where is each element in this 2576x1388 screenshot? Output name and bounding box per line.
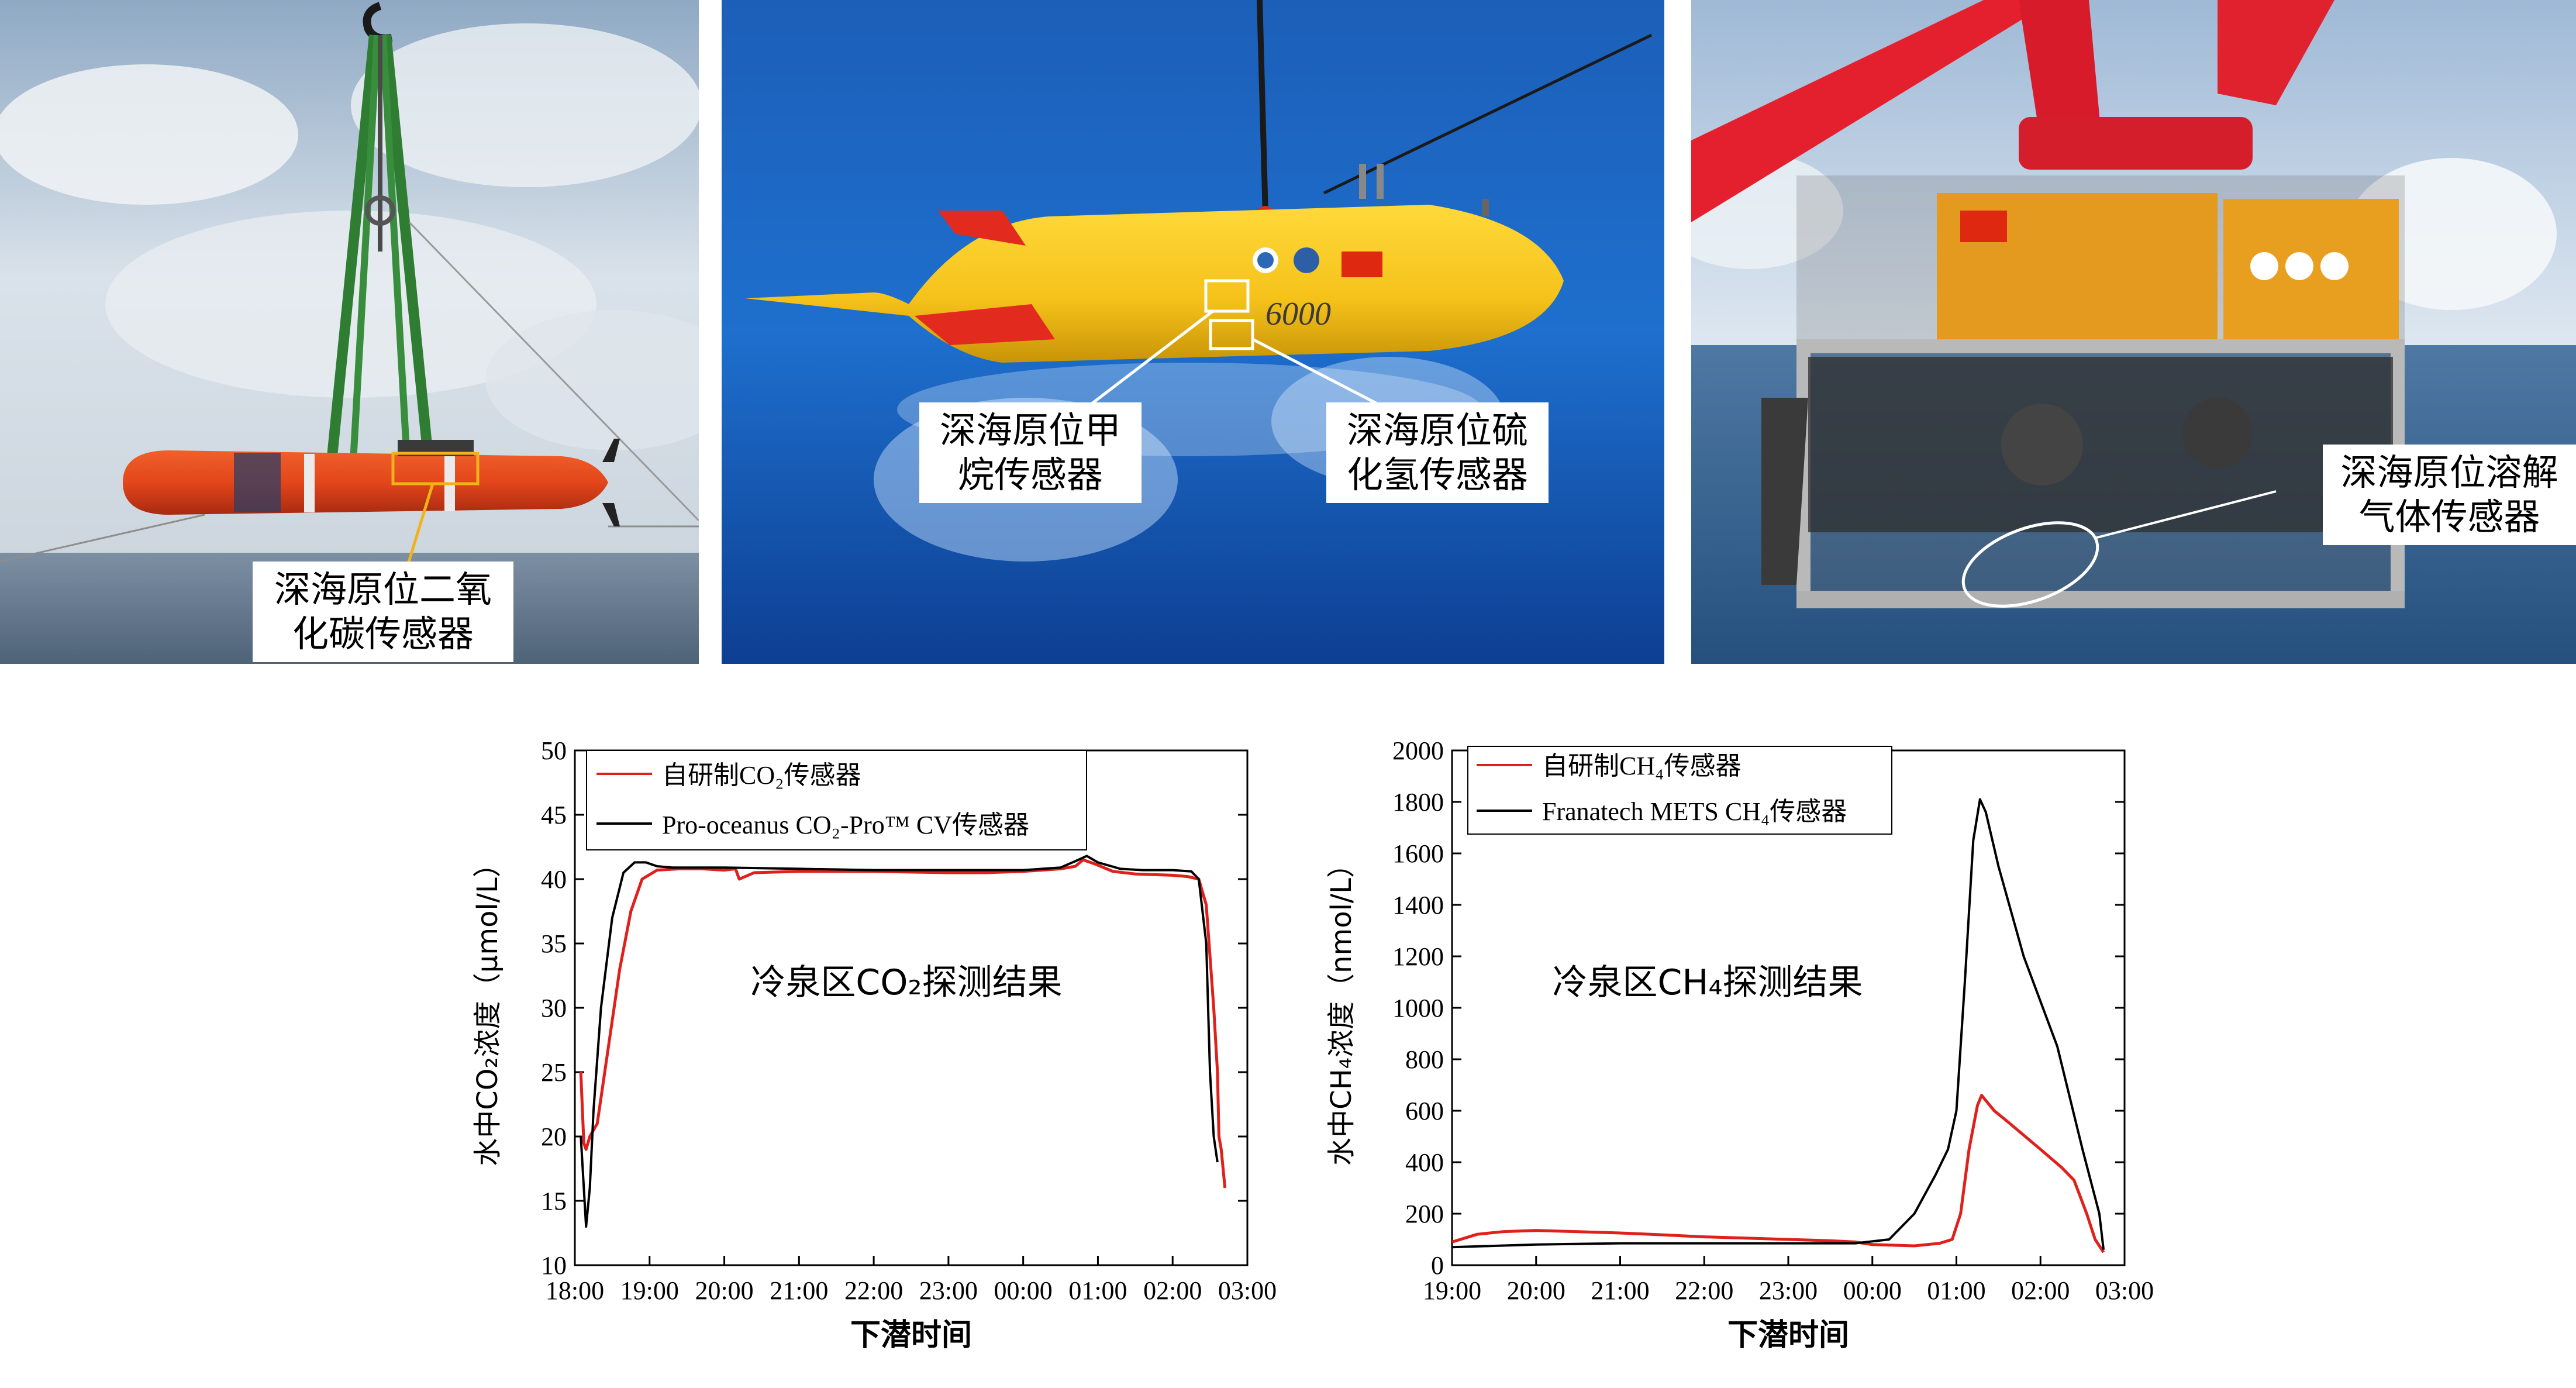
- x-axis-label: 下潜时间: [1727, 1318, 1849, 1353]
- y-tick-label: 10: [541, 1251, 567, 1280]
- x-tick-label: 03:00: [2095, 1276, 2154, 1305]
- co2-sensor-label: 深海原位二氧 化碳传感器: [253, 562, 513, 662]
- ch4-sensor-label: 深海原位甲 烷传感器: [919, 402, 1142, 503]
- x-tick-label: 22:00: [844, 1276, 903, 1305]
- x-tick-label: 23:00: [1759, 1276, 1818, 1305]
- x-tick-label: 01:00: [1927, 1276, 1985, 1305]
- ch4-chart-svg: 0 200 400 600 800 1000 1200 1400 1600 1800 2000 19:…: [1327, 736, 2154, 1353]
- series-line-1: [580, 855, 1219, 1228]
- auv-lift-photo: 深海原位二氧 化碳传感器: [0, 0, 699, 664]
- legend: 自研制CO₂传感器 Pro-oceanus CO₂-Pro™ CV传感器: [586, 750, 1087, 850]
- y-tick-label: 45: [541, 801, 567, 829]
- legend-label-0: 自研制CO₂传感器: [662, 761, 861, 790]
- series-line-0: [1451, 1094, 2105, 1253]
- legend-label-0: 自研制CH₄传感器: [1542, 752, 1741, 780]
- y-tick-label: 35: [541, 929, 567, 958]
- x-tick-label: 00:00: [994, 1276, 1053, 1305]
- chart-annotation: 冷泉区CO₂探测结果: [750, 962, 1062, 1003]
- y-tick-label: 25: [541, 1058, 567, 1087]
- hull-number-text: 6000: [1265, 296, 1331, 332]
- y-tick-label: 2000: [1392, 736, 1444, 765]
- y-tick-label: 30: [541, 994, 567, 1022]
- y-tick-label: 0: [1431, 1251, 1444, 1280]
- y-axis-label: 水中CH₄浓度（nmol/L）: [1327, 850, 1358, 1166]
- y-tick-label: 600: [1405, 1097, 1444, 1125]
- x-tick-label: 02:00: [1143, 1276, 1202, 1305]
- x-axis-label: 下潜时间: [850, 1318, 972, 1353]
- h2s-sensor-label: 深海原位硫 化氢传感器: [1326, 402, 1549, 503]
- y-tick-label: 15: [541, 1187, 567, 1215]
- co2-chart-svg: 10 15 20 25 30 35 40 45 50 18:00 19:00 20:00 21:00 22…: [471, 736, 1277, 1353]
- y-tick-label: 400: [1405, 1148, 1444, 1177]
- x-tick-label: 21:00: [770, 1276, 828, 1305]
- legend-box: [1467, 746, 1892, 835]
- rov-illustration: [1691, 0, 2576, 664]
- series-line-1: [1451, 798, 2105, 1250]
- y-tick-label: 1400: [1392, 891, 1444, 919]
- y-tick-label: 200: [1405, 1200, 1444, 1228]
- series-line-0: [579, 858, 1227, 1189]
- auv-yellow-illustration: 6000: [722, 0, 1664, 664]
- x-tick-label: 23:00: [919, 1276, 978, 1305]
- x-tick-label: 00:00: [1843, 1276, 1902, 1305]
- x-tick-label: 03:00: [1218, 1276, 1277, 1305]
- y-tick-label: 1600: [1392, 839, 1444, 868]
- legend-label-1: Pro-oceanus CO₂-Pro™ CV传感器: [662, 811, 1029, 839]
- auv-ocean-photo: 6000 深海原位甲 烷传感器 深海原位硫 化氢传感器: [722, 0, 1664, 664]
- legend: 自研制CH₄传感器 Franatech METS CH₄传感器: [1467, 746, 1892, 835]
- x-tick-label: 19:00: [1423, 1276, 1481, 1305]
- y-axis-label: 水中CO₂浓度（μmol/L）: [471, 849, 504, 1166]
- chart-annotation: 冷泉区CH₄探测结果: [1552, 962, 1863, 1003]
- rov-photo: 深海原位溶解 气体传感器: [1691, 0, 2576, 664]
- y-tick-label: 1000: [1392, 994, 1444, 1022]
- x-tick-label: 19:00: [620, 1276, 679, 1305]
- y-tick-label: 1200: [1392, 942, 1444, 971]
- dissolved-gas-sensor-label: 深海原位溶解 气体传感器: [2323, 445, 2576, 545]
- y-tick-label: 800: [1405, 1045, 1444, 1074]
- x-tick-label: 02:00: [2011, 1276, 2070, 1305]
- legend-label-1: Franatech METS CH₄传感器: [1542, 797, 1847, 826]
- ch4-chart: 0 200 400 600 800 1000 1200 1400 1600 1800 2000 19:…: [1327, 731, 2181, 1388]
- y-tick-label: 50: [541, 736, 567, 765]
- y-tick-label: 1800: [1392, 788, 1444, 817]
- legend-box: [586, 750, 1087, 850]
- x-tick-label: 21:00: [1591, 1276, 1649, 1305]
- x-tick-label: 01:00: [1068, 1276, 1127, 1305]
- x-tick-label: 20:00: [695, 1276, 753, 1305]
- x-tick-label: 20:00: [1507, 1276, 1565, 1305]
- y-tick-label: 20: [541, 1122, 567, 1151]
- x-tick-label: 18:00: [546, 1276, 604, 1305]
- co2-chart: 10 15 20 25 30 35 40 45 50 18:00 19:00 20:00 21:00 22…: [433, 731, 1287, 1388]
- x-tick-label: 22:00: [1675, 1276, 1733, 1305]
- y-tick-label: 40: [541, 865, 567, 894]
